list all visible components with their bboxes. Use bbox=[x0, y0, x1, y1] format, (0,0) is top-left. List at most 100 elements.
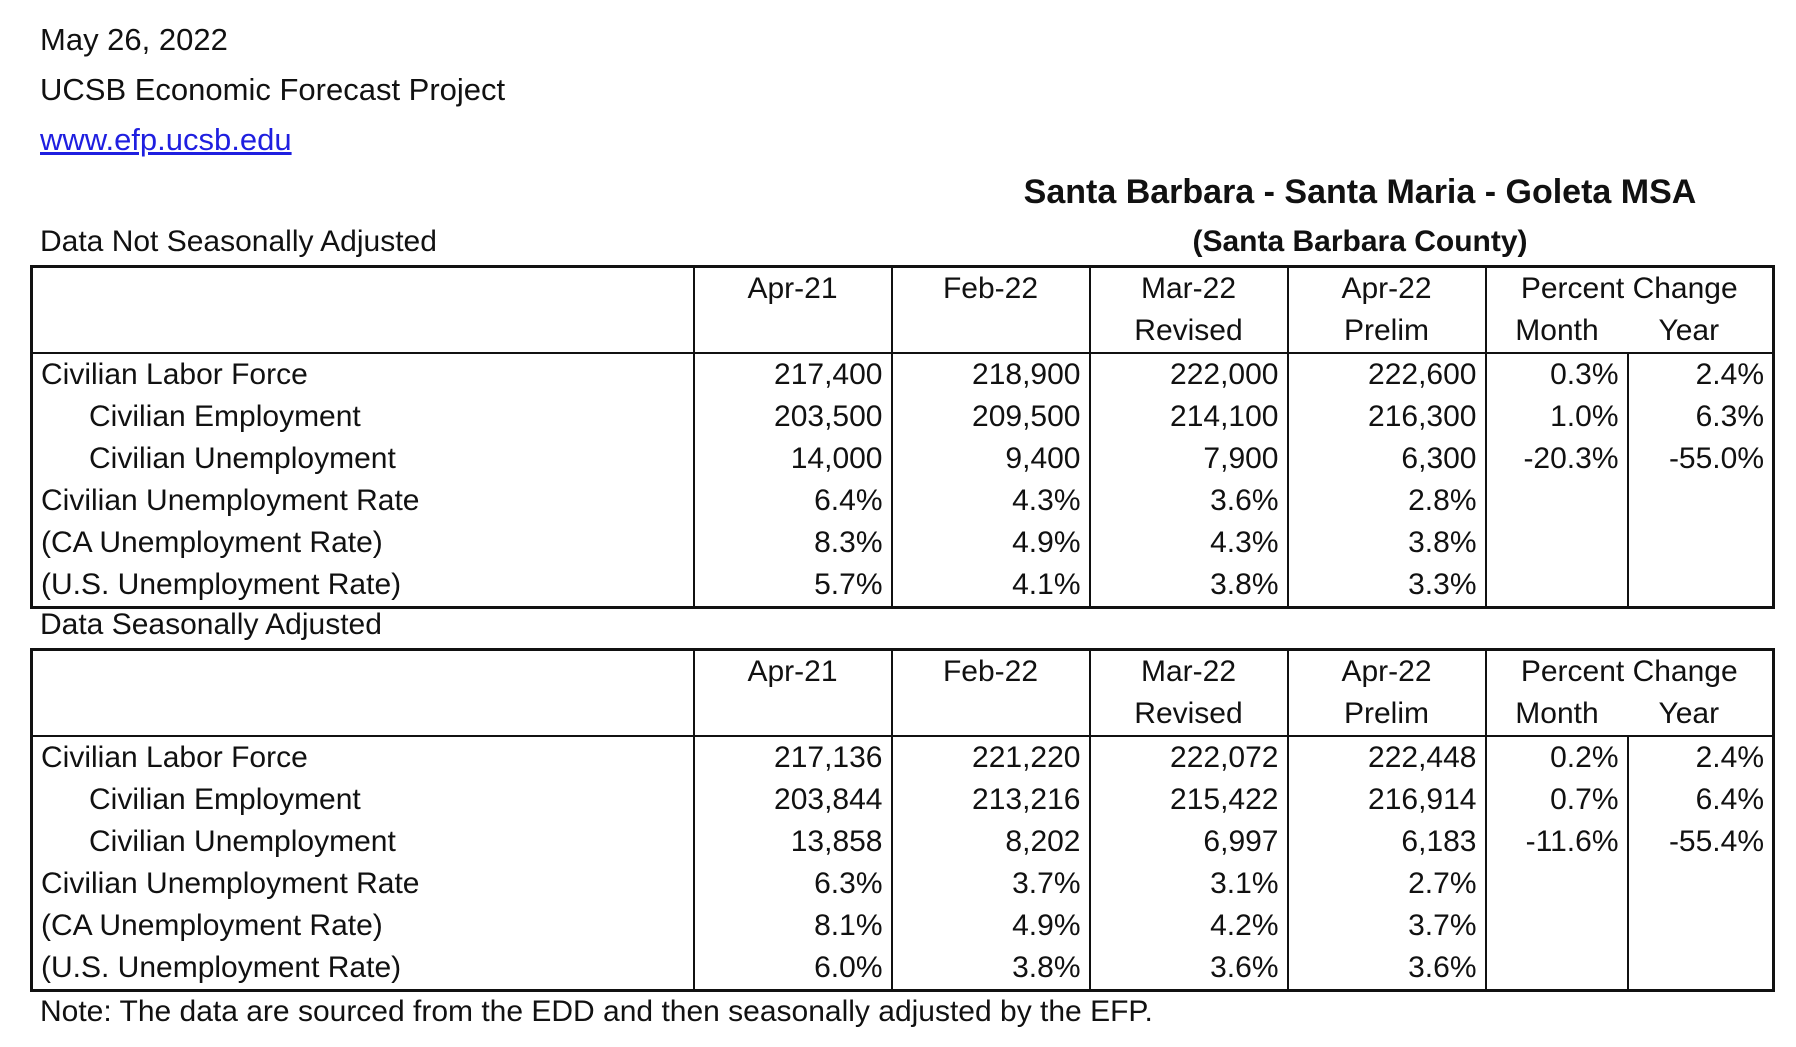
row-label: Civilian Unemployment bbox=[89, 442, 396, 475]
cell-value: 2.7% bbox=[1286, 863, 1486, 905]
header-subrow: Revised Prelim Month Year bbox=[31, 693, 1774, 737]
cell-value: 8.1% bbox=[692, 905, 892, 947]
organization-name: UCSB Economic Forecast Project bbox=[40, 72, 506, 107]
col-sub-revised: Revised bbox=[1088, 693, 1288, 737]
cell-year-change: -55.4% bbox=[1626, 821, 1774, 863]
cell-year-change bbox=[1626, 905, 1774, 947]
website-link[interactable]: www.efp.ucsb.edu bbox=[40, 122, 292, 157]
nsa-table: Apr-21 Feb-22 Mar-22 Apr-22 Percent Chan… bbox=[30, 265, 1775, 609]
cell-year-change bbox=[1626, 863, 1774, 905]
cell-month-change: -20.3% bbox=[1484, 438, 1628, 480]
cell-value: 14,000 bbox=[692, 438, 892, 480]
cell-value: 203,844 bbox=[692, 779, 892, 821]
table-row: (U.S. Unemployment Rate) 5.7% 4.1% 3.8% … bbox=[32, 564, 1774, 608]
cell-year-change: 2.4% bbox=[1626, 736, 1774, 779]
table-row: Civilian Unemployment Rate 6.4% 4.3% 3.6… bbox=[32, 480, 1774, 522]
row-label: (CA Unemployment Rate) bbox=[41, 909, 383, 942]
col-header-apr22: Apr-22 bbox=[1286, 266, 1486, 310]
cell-year-change: 6.3% bbox=[1626, 396, 1774, 438]
col-header-apr21: Apr-21 bbox=[692, 266, 892, 310]
cell-value: 3.1% bbox=[1088, 863, 1288, 905]
cell-value: 222,000 bbox=[1088, 353, 1288, 396]
cell-year-change bbox=[1626, 564, 1774, 608]
row-label: Civilian Unemployment Rate bbox=[41, 484, 420, 517]
cell-value: 6.3% bbox=[692, 863, 892, 905]
cell-year-change bbox=[1626, 522, 1774, 564]
nsa-section-label: Data Not Seasonally Adjusted bbox=[40, 225, 437, 258]
cell-value: 213,216 bbox=[890, 779, 1090, 821]
table-row: Civilian Employment 203,500 209,500 214,… bbox=[32, 396, 1774, 438]
cell-year-change bbox=[1626, 947, 1774, 991]
cell-value: 216,914 bbox=[1286, 779, 1486, 821]
cell-value: 3.8% bbox=[1286, 522, 1486, 564]
cell-value: 4.3% bbox=[890, 480, 1090, 522]
region-subtitle: (Santa Barbara County) bbox=[1192, 225, 1528, 258]
col-sub-year: Year bbox=[1627, 693, 1774, 737]
cell-value: 203,500 bbox=[692, 396, 892, 438]
table-row: (CA Unemployment Rate) 8.3% 4.9% 4.3% 3.… bbox=[32, 522, 1774, 564]
cell-value: 3.7% bbox=[890, 863, 1090, 905]
footnote: Note: The data are sourced from the EDD … bbox=[40, 995, 1153, 1028]
cell-month-change bbox=[1484, 905, 1628, 947]
cell-value: 4.9% bbox=[890, 905, 1090, 947]
sa-section-label: Data Seasonally Adjusted bbox=[40, 608, 382, 641]
row-label: (CA Unemployment Rate) bbox=[41, 526, 383, 559]
header-row: Apr-21 Feb-22 Mar-22 Apr-22 Percent Chan… bbox=[32, 266, 1774, 310]
cell-value: 215,422 bbox=[1088, 779, 1288, 821]
table-row: Civilian Labor Force 217,400 218,900 222… bbox=[32, 353, 1774, 396]
cell-value: 6,183 bbox=[1286, 821, 1486, 863]
cell-value: 4.2% bbox=[1088, 905, 1288, 947]
cell-value: 221,220 bbox=[890, 736, 1090, 779]
cell-month-change: 0.7% bbox=[1484, 779, 1628, 821]
col-sub-prelim: Prelim bbox=[1286, 310, 1486, 354]
cell-value: 13,858 bbox=[692, 821, 892, 863]
cell-month-change bbox=[1484, 564, 1628, 608]
cell-year-change: 6.4% bbox=[1626, 779, 1774, 821]
row-label: Civilian Employment bbox=[89, 400, 361, 433]
cell-month-change bbox=[1484, 947, 1628, 991]
row-label: Civilian Unemployment Rate bbox=[41, 867, 420, 900]
cell-value: 4.9% bbox=[890, 522, 1090, 564]
cell-value: 217,136 bbox=[692, 736, 892, 779]
cell-month-change bbox=[1484, 522, 1628, 564]
cell-value: 7,900 bbox=[1088, 438, 1288, 480]
col-header-mar22: Mar-22 bbox=[1088, 649, 1288, 693]
col-header-apr21: Apr-21 bbox=[692, 649, 892, 693]
col-sub-revised: Revised bbox=[1088, 310, 1288, 354]
cell-value: 3.6% bbox=[1286, 947, 1486, 991]
cell-value: 4.1% bbox=[890, 564, 1090, 608]
table-row: Civilian Unemployment Rate 6.3% 3.7% 3.1… bbox=[32, 863, 1774, 905]
cell-value: 222,448 bbox=[1286, 736, 1486, 779]
col-header-percent-change: Percent Change bbox=[1484, 649, 1774, 693]
cell-value: 6.0% bbox=[692, 947, 892, 991]
cell-value: 3.8% bbox=[890, 947, 1090, 991]
col-sub-apr21 bbox=[692, 310, 892, 354]
cell-value: 222,600 bbox=[1286, 353, 1486, 396]
cell-value: 3.6% bbox=[1088, 947, 1288, 991]
cell-value: 218,900 bbox=[890, 353, 1090, 396]
table-row: (U.S. Unemployment Rate) 6.0% 3.8% 3.6% … bbox=[32, 947, 1774, 991]
cell-value: 5.7% bbox=[692, 564, 892, 608]
cell-month-change: 0.2% bbox=[1484, 736, 1628, 779]
cell-value: 8.3% bbox=[692, 522, 892, 564]
region-title: Santa Barbara - Santa Maria - Goleta MSA bbox=[1023, 173, 1697, 211]
cell-value: 6,997 bbox=[1088, 821, 1288, 863]
cell-month-change: 1.0% bbox=[1484, 396, 1628, 438]
cell-value: 3.3% bbox=[1286, 564, 1486, 608]
col-sub-feb22 bbox=[890, 693, 1090, 737]
col-header-percent-change: Percent Change bbox=[1484, 266, 1774, 310]
cell-month-change: 0.3% bbox=[1484, 353, 1628, 396]
cell-year-change: 2.4% bbox=[1626, 353, 1774, 396]
table-row: Civilian Unemployment 13,858 8,202 6,997… bbox=[32, 821, 1774, 863]
cell-month-change: -11.6% bbox=[1484, 821, 1628, 863]
header-subrow: Revised Prelim Month Year bbox=[31, 310, 1774, 354]
cell-value: 216,300 bbox=[1286, 396, 1486, 438]
cell-value: 9,400 bbox=[890, 438, 1090, 480]
cell-value: 209,500 bbox=[890, 396, 1090, 438]
col-sub-year: Year bbox=[1627, 310, 1774, 354]
cell-value: 3.6% bbox=[1088, 480, 1288, 522]
cell-year-change bbox=[1626, 480, 1774, 522]
cell-value: 6.4% bbox=[692, 480, 892, 522]
col-header-mar22: Mar-22 bbox=[1088, 266, 1288, 310]
col-sub-month: Month bbox=[1484, 310, 1628, 354]
